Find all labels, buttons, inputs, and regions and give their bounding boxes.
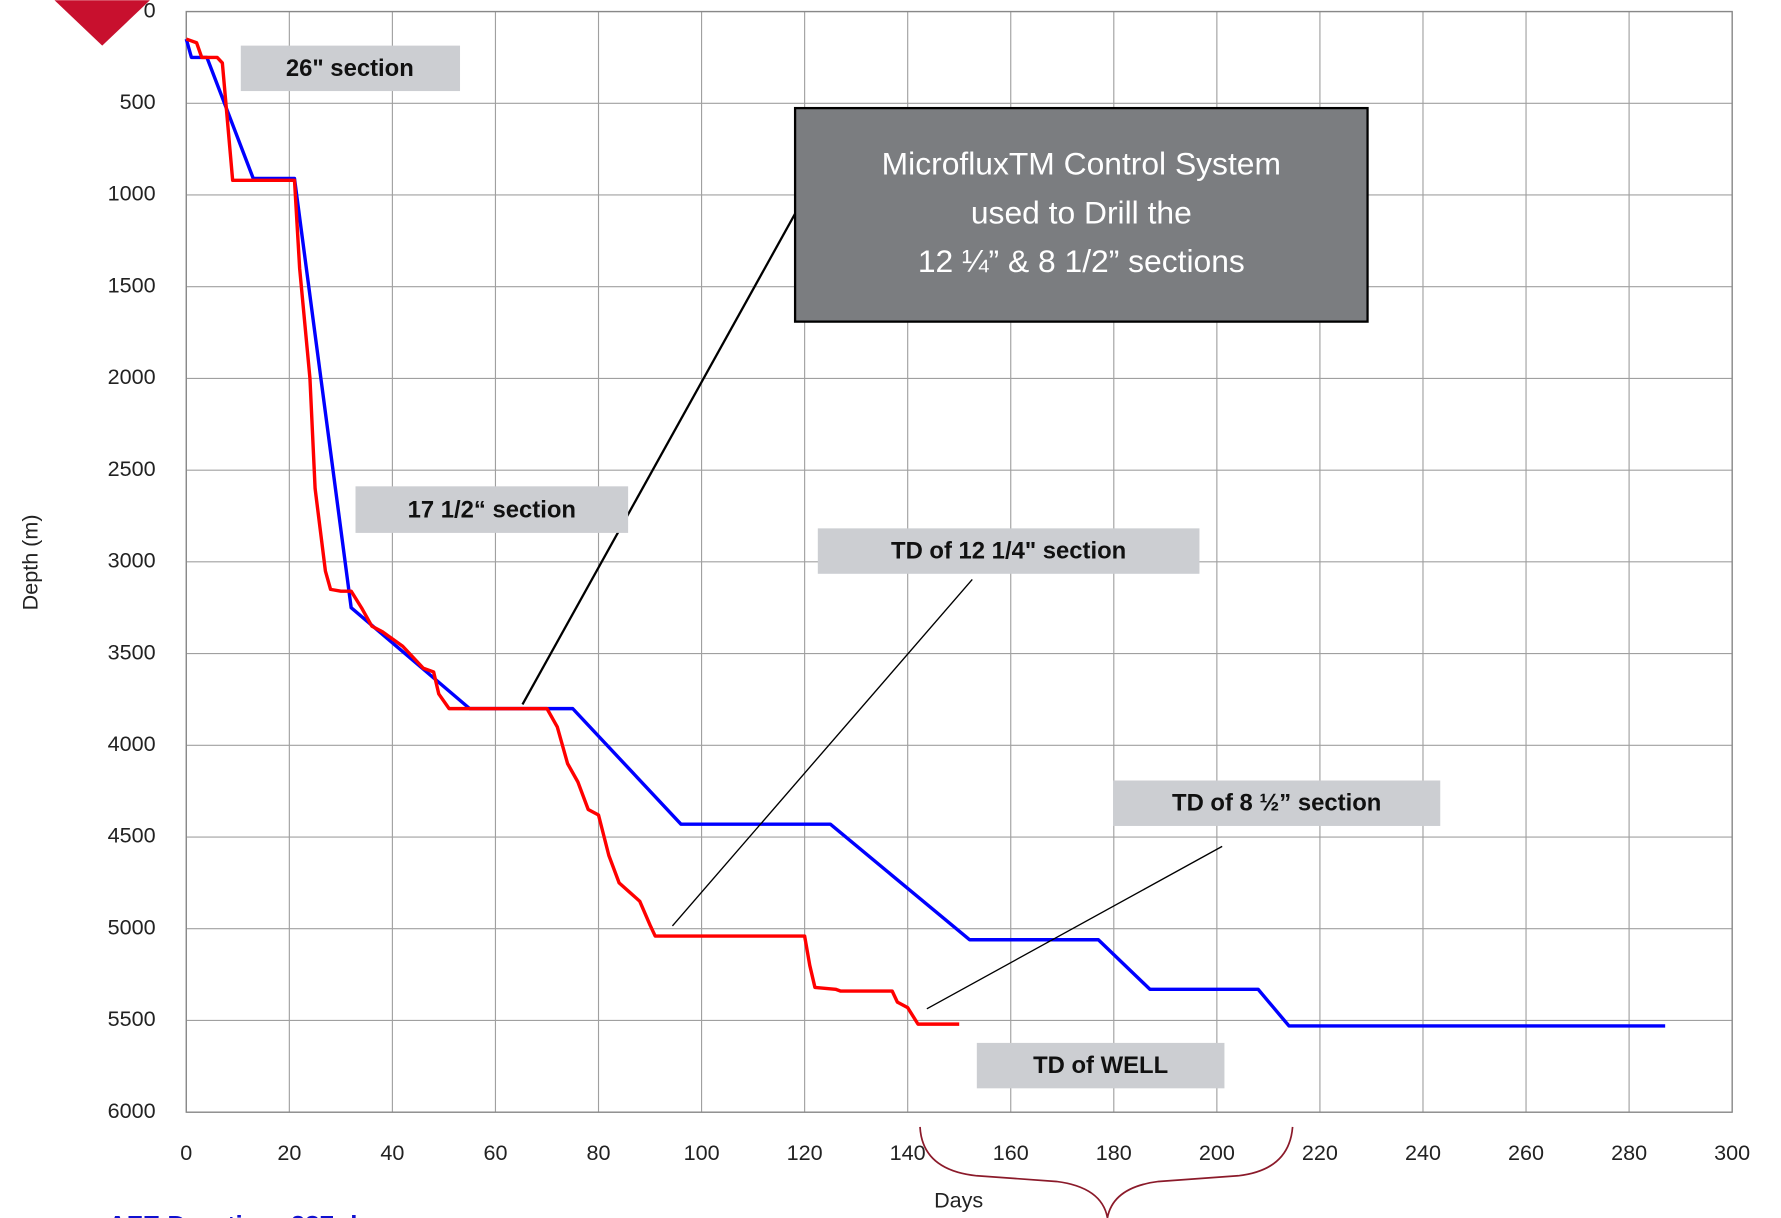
y-tick-label: 500 <box>120 89 156 114</box>
x-tick-label: 140 <box>890 1140 926 1165</box>
plot-frame <box>185 10 1733 1113</box>
y-tick-label: 3500 <box>108 639 156 664</box>
x-tick-label: 20 <box>277 1140 301 1165</box>
callout-line: 12 ¼” & 8 1/2” sections <box>918 243 1245 279</box>
x-tick-label: 240 <box>1405 1140 1441 1165</box>
annotation: TD of 8 ½” section <box>1172 790 1381 817</box>
annotation-box <box>976 1042 1225 1089</box>
callout-box <box>793 106 1369 323</box>
y-tick-label: 5500 <box>108 1006 156 1031</box>
y-tick-label: 4500 <box>108 823 156 848</box>
y-tick-label: 1000 <box>108 181 156 206</box>
series-line <box>185 37 960 1026</box>
y-tick-label: 4000 <box>108 731 156 756</box>
x-tick-label: 280 <box>1611 1140 1647 1165</box>
x-tick-label: 300 <box>1714 1140 1750 1165</box>
x-tick-label: 120 <box>787 1140 823 1165</box>
y-tick-label: 3000 <box>108 548 156 573</box>
annotation: 17 1/2“ section <box>408 497 576 524</box>
annotation: 26" section <box>286 55 414 82</box>
footnote: AFE Duration: 287 days <box>108 1210 401 1218</box>
y-tick-label: 0 <box>144 0 156 22</box>
leader-line <box>521 213 797 705</box>
logo-triangle <box>54 0 150 46</box>
y-tick-label: 1500 <box>108 272 156 297</box>
annotation-box <box>817 528 1200 574</box>
leader-line <box>926 845 1223 1010</box>
y-tick-label: 5000 <box>108 914 156 939</box>
y-tick-label: 2500 <box>108 456 156 481</box>
callout-line: used to Drill the <box>971 194 1192 230</box>
x-tick-label: 260 <box>1508 1140 1544 1165</box>
y-tick-label: 6000 <box>108 1098 156 1123</box>
x-axis-label: Days <box>934 1188 983 1213</box>
x-tick-label: 200 <box>1199 1140 1235 1165</box>
annotation: TD of WELL <box>1033 1052 1168 1079</box>
x-tick-label: 100 <box>684 1140 720 1165</box>
annotation-box <box>240 45 461 92</box>
annotation-box <box>1113 780 1441 826</box>
callout-line: MicrofluxTM Control System <box>882 145 1281 181</box>
x-tick-label: 60 <box>483 1140 507 1165</box>
y-axis-label: Depth (m) <box>18 514 43 610</box>
x-tick-label: 160 <box>993 1140 1029 1165</box>
x-tick-label: 40 <box>380 1140 404 1165</box>
leader-line <box>671 579 973 927</box>
lines <box>184 37 1666 1028</box>
annotation-box <box>355 486 629 533</box>
annotation: TD of 12 1/4" section <box>891 538 1126 565</box>
x-tick-label: 0 <box>180 1140 192 1165</box>
x-tick-label: 220 <box>1302 1140 1338 1165</box>
x-tick-label: 180 <box>1096 1140 1132 1165</box>
series-line <box>184 38 1666 1028</box>
ticks: 0500100015002000250030003500400045005000… <box>108 0 1751 1165</box>
x-tick-label: 80 <box>587 1140 611 1165</box>
y-tick-label: 2000 <box>108 364 156 389</box>
